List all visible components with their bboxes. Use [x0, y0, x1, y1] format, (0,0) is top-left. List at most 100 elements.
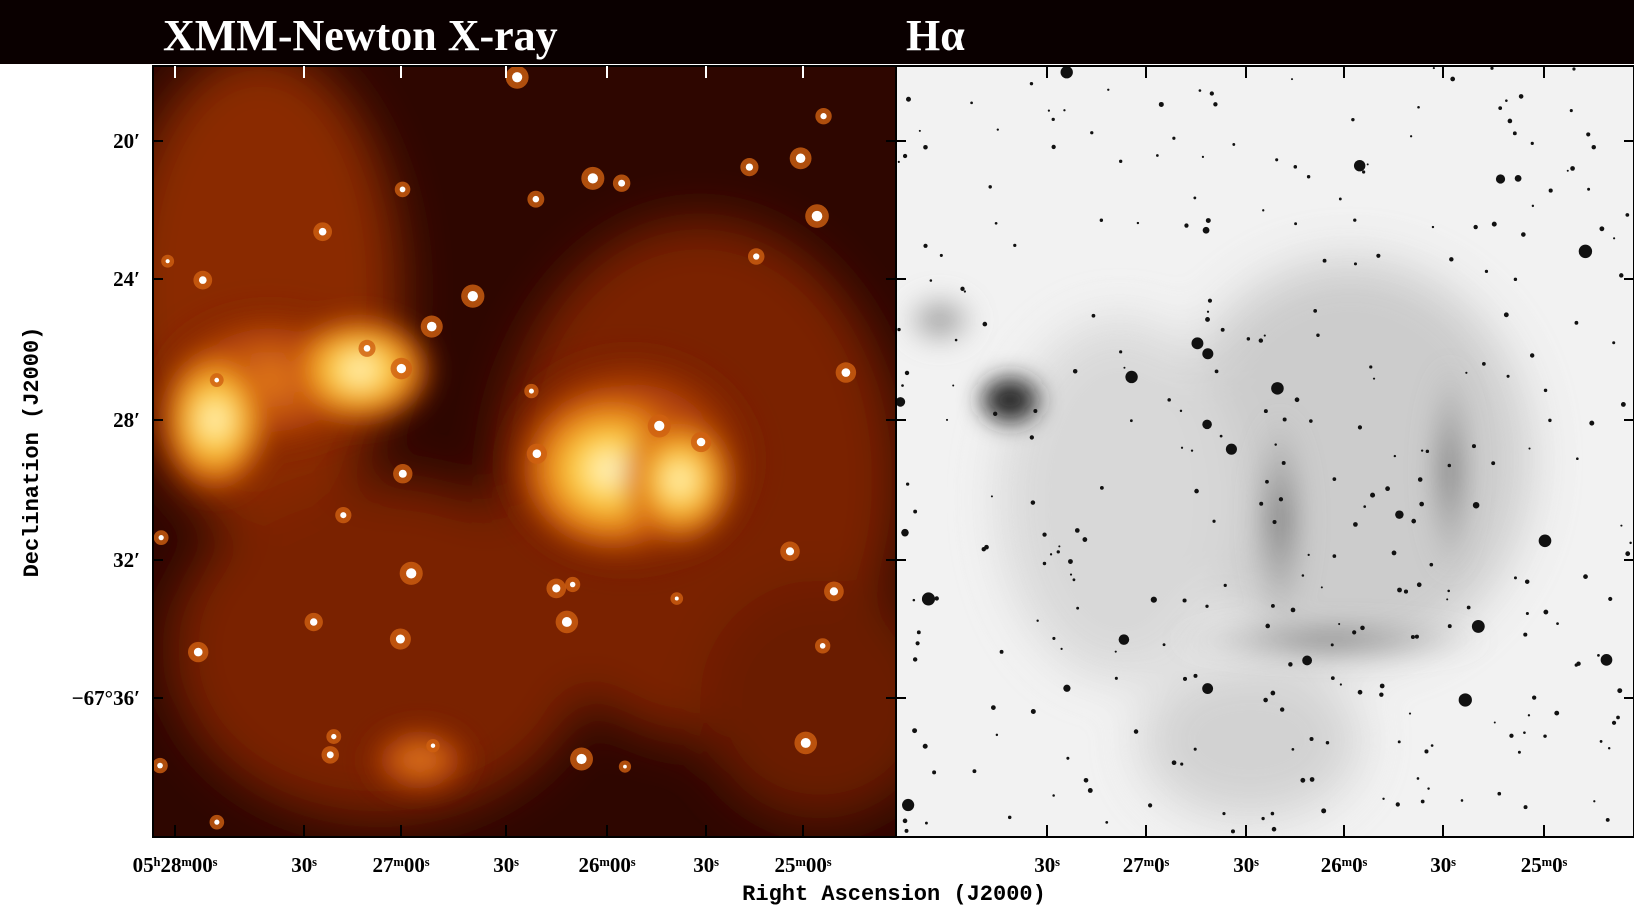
xray-source — [533, 196, 540, 203]
star — [1259, 502, 1263, 506]
xray-source — [697, 438, 706, 447]
star — [1509, 734, 1513, 738]
star — [1052, 118, 1055, 121]
star — [1421, 800, 1425, 804]
star — [1137, 222, 1139, 224]
star — [1396, 802, 1400, 806]
star — [1532, 205, 1534, 207]
star — [1066, 757, 1069, 760]
star — [1008, 816, 1011, 819]
star — [1398, 740, 1401, 743]
star — [1417, 777, 1420, 780]
star — [1282, 461, 1286, 465]
y-tick-label: 32′ — [113, 548, 140, 572]
xray-source — [166, 259, 170, 263]
star — [1431, 744, 1434, 747]
xray-source — [331, 734, 336, 739]
star — [913, 510, 917, 514]
star — [1570, 109, 1573, 112]
star — [1528, 714, 1530, 716]
star — [1617, 688, 1622, 693]
star — [1224, 584, 1227, 587]
star — [1362, 170, 1365, 173]
xray-source — [533, 449, 542, 458]
star — [1300, 778, 1305, 783]
star — [1543, 610, 1548, 615]
star — [925, 822, 928, 825]
star — [1619, 273, 1623, 277]
star — [1090, 131, 1093, 134]
star — [1450, 77, 1455, 82]
star — [1385, 486, 1390, 491]
x-tick-label: 26ᵐ00ˢ — [579, 853, 636, 877]
star — [1272, 520, 1276, 524]
y-tick-label: 28′ — [113, 408, 140, 432]
star — [1226, 444, 1237, 455]
star — [1333, 477, 1337, 481]
star — [1283, 417, 1287, 421]
star — [932, 770, 936, 774]
star — [902, 799, 914, 811]
star — [1570, 166, 1575, 171]
star — [1459, 693, 1472, 706]
star — [1302, 574, 1305, 577]
star — [1105, 821, 1108, 824]
star — [1556, 622, 1559, 625]
star — [1205, 317, 1210, 322]
star — [1088, 788, 1093, 793]
star — [1576, 662, 1580, 666]
star — [983, 322, 988, 327]
x-axis-label: Right Ascension (J2000) — [742, 882, 1046, 907]
star — [1433, 67, 1435, 69]
star — [1612, 341, 1615, 344]
star — [1448, 464, 1451, 467]
figure: XMM-Newton X-ray Hα — [0, 0, 1634, 908]
xray-source — [327, 751, 334, 758]
star — [901, 529, 909, 537]
xray-source — [396, 635, 405, 644]
star — [1321, 586, 1323, 588]
star — [1482, 362, 1486, 366]
star — [898, 161, 900, 163]
xray-source — [588, 173, 598, 183]
star — [964, 290, 966, 292]
x-tick-label: 30ˢ — [693, 853, 719, 877]
star — [1419, 502, 1424, 507]
star — [1526, 612, 1529, 615]
star — [1340, 683, 1342, 685]
star — [1265, 624, 1270, 629]
xray-source — [199, 276, 207, 284]
star — [1352, 630, 1356, 634]
star — [1515, 175, 1522, 182]
xray-source — [796, 154, 805, 163]
x-tick-label: 30ˢ — [1034, 853, 1060, 877]
star — [905, 371, 909, 375]
star — [995, 222, 998, 225]
star — [1294, 165, 1298, 169]
star — [1272, 827, 1277, 832]
star — [1363, 505, 1366, 508]
star — [1061, 66, 1073, 78]
xray-source — [159, 535, 164, 540]
xray-source — [801, 738, 811, 748]
xray-source — [623, 765, 627, 769]
x-tick-label: 27ᵐ0ˢ — [1123, 853, 1170, 877]
star — [1052, 145, 1056, 149]
star — [1339, 198, 1342, 201]
star — [1589, 421, 1594, 426]
star — [1031, 500, 1036, 505]
star — [1554, 711, 1559, 716]
star — [952, 384, 954, 386]
star — [1404, 590, 1408, 594]
x-tick-label: 25ᵐ0ˢ — [1521, 853, 1568, 877]
xray-source — [830, 587, 838, 595]
star — [1370, 493, 1375, 498]
xray-source — [570, 582, 576, 588]
star — [1057, 550, 1060, 553]
star — [919, 130, 921, 132]
star — [1193, 674, 1197, 678]
star — [1030, 435, 1034, 439]
star — [960, 287, 964, 291]
star — [1382, 798, 1384, 800]
xray-source — [842, 368, 851, 377]
